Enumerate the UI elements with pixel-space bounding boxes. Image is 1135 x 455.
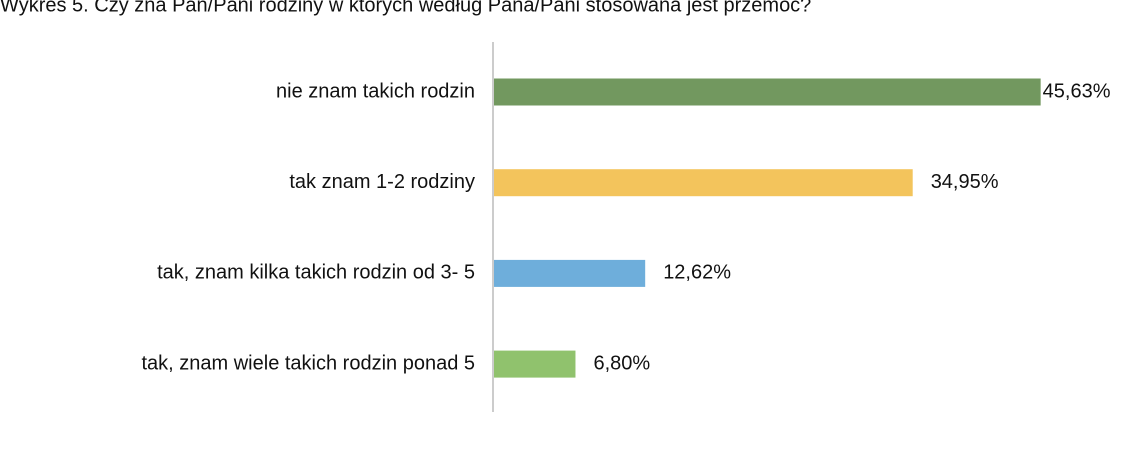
category-label: tak, znam kilka takich rodzin od 3- 5 bbox=[157, 262, 475, 284]
chart-title: Wykres 5. Czy zna Pan/Pani rodziny w któ… bbox=[0, 0, 811, 16]
bar bbox=[494, 78, 1041, 106]
category-label: tak, znam wiele takich rodzin ponad 5 bbox=[141, 352, 475, 374]
bar bbox=[494, 350, 576, 378]
category-label: nie znam takich rodzin bbox=[276, 80, 475, 102]
value-label: 34,95% bbox=[931, 171, 999, 193]
value-label: 6,80% bbox=[593, 352, 650, 374]
bar bbox=[494, 259, 646, 287]
bar bbox=[494, 169, 913, 197]
category-label: tak znam 1-2 rodziny bbox=[289, 171, 475, 193]
value-label: 45,63% bbox=[1043, 80, 1111, 102]
value-label: 12,62% bbox=[663, 262, 731, 284]
